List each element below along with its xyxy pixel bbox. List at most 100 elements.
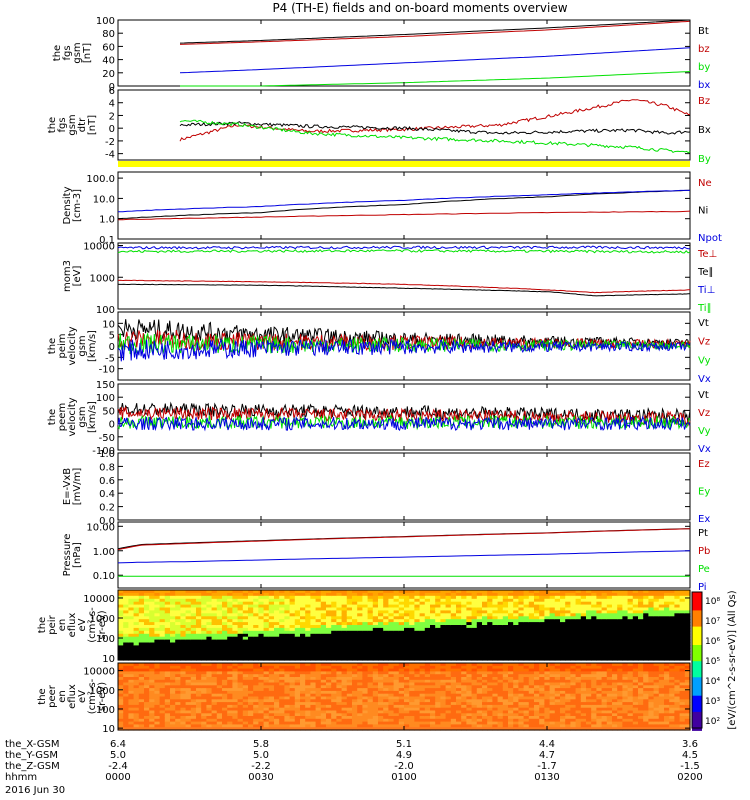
y-axis-label: [km/s]	[87, 330, 98, 362]
flag-bar	[118, 161, 690, 167]
y-tick-label: -100	[92, 446, 115, 457]
x-tick-value: 5.0	[253, 750, 269, 761]
panel-frame	[117, 521, 691, 589]
spectrogram-peir-spec	[118, 590, 691, 661]
series-line-fgs-0	[179, 19, 691, 44]
y-tick-label: 80	[102, 29, 115, 40]
series-line-fgs-2	[179, 47, 691, 74]
y-tick-label: 0.10	[93, 571, 115, 582]
x-row-label: hhmm	[5, 772, 37, 783]
y-axis-label: peir	[47, 614, 58, 634]
series-group	[117, 189, 691, 221]
series-group	[179, 19, 691, 87]
y-tick-label: 50	[102, 406, 115, 417]
colorbar-label: [eV/(cm^2-s-sr-eV)] (All Qs)	[727, 590, 738, 729]
y-tick-label: 0.6	[99, 476, 115, 487]
spectrogram-peer-spec	[118, 663, 691, 731]
colorbar	[691, 591, 703, 731]
y-axis-label: the	[37, 617, 48, 633]
x-tick-value: 0030	[248, 772, 273, 783]
y-axis-label: Density	[62, 186, 73, 224]
y-axis-label: en	[57, 690, 68, 703]
y-tick-label: 10	[102, 319, 115, 330]
y-tick-label: 100	[96, 16, 115, 27]
series-line-pressure-3	[117, 550, 691, 564]
y-tick-label: 1.00	[93, 547, 115, 558]
y-axis-label: en	[57, 619, 68, 632]
legend-peim-vel: Vt	[698, 318, 709, 329]
y-axis-label: [nPa]	[72, 542, 83, 568]
series-group	[117, 528, 691, 577]
panel-frame	[117, 171, 691, 240]
x-tick-value: 4.7	[539, 750, 555, 761]
x-tick-value: 4.4	[539, 739, 555, 750]
legend-peim-vel: Vx	[698, 374, 711, 385]
y-tick-label: 0	[109, 82, 115, 93]
y-tick-label: -10	[99, 365, 115, 376]
series-group	[117, 245, 691, 297]
x-tick-value: 0000	[105, 772, 130, 783]
y-axis-label: [cm-3]	[72, 189, 83, 222]
panel-pressure	[117, 521, 691, 589]
legend-peim-vel: Vz	[698, 337, 710, 348]
series-line-density-0	[117, 210, 691, 221]
series-line-density-1	[117, 189, 691, 220]
legend-temp: Te∥	[697, 267, 714, 278]
legend-temp: Ti⊥	[697, 285, 715, 296]
y-tick-label: 100	[96, 393, 115, 404]
y-axis-label: [mV/m]	[72, 468, 83, 506]
legend-density: Ni	[698, 206, 708, 217]
legend-temp: Te⊥	[697, 249, 717, 260]
y-axis-label: fgs	[62, 45, 73, 60]
y-tick-label: 0.2	[99, 503, 115, 514]
x-tick-value: -2.2	[251, 761, 271, 772]
y-tick-label: 6	[109, 86, 115, 97]
y-axis-label: [nT]	[87, 115, 98, 135]
y-tick-label: 40	[102, 56, 115, 67]
y-tick-label: -50	[99, 433, 115, 444]
legend-pressure: Pb	[698, 546, 710, 557]
y-axis-label: velocity	[67, 397, 78, 436]
series-line-temp-1	[117, 283, 690, 297]
y-tick-label: 100	[96, 634, 115, 645]
series-line-pressure-0	[117, 528, 691, 550]
y-tick-label: 0	[109, 124, 115, 135]
y-axis-label: the	[37, 688, 48, 704]
y-tick-label: 0	[109, 342, 115, 353]
series-line-peem-vel-3	[117, 415, 691, 432]
y-axis-label: (cm²-s-	[87, 678, 98, 714]
panel-temp	[117, 242, 691, 310]
y-tick-label: 10.00	[86, 522, 115, 533]
series-line-fgs-3	[180, 71, 691, 87]
y-tick-label: 10000	[83, 667, 115, 678]
series-line-fgs-1	[179, 20, 691, 45]
y-axis-label: sr-eV)	[97, 682, 108, 711]
x-tick-value: 5.1	[396, 739, 412, 750]
y-axis-label: gsm	[77, 335, 88, 356]
y-axis-label: E=-VxB	[62, 468, 73, 505]
y-axis-label: Pressure	[62, 534, 73, 577]
legend-peem-vel: Vt	[698, 390, 709, 401]
series-group	[179, 99, 691, 154]
y-axis-label: [km/s]	[87, 401, 98, 433]
y-tick-label: 4	[109, 99, 115, 110]
panel-fgs	[117, 19, 691, 87]
legend-fgs-dtr: Bz	[698, 96, 710, 107]
legend-fgs: by	[698, 62, 710, 73]
y-tick-label: 1000	[90, 686, 115, 697]
legend-efield: Ez	[698, 459, 710, 470]
y-tick-label: -4	[105, 150, 115, 161]
x-tick-value: 0200	[677, 772, 702, 783]
y-tick-label: 60	[102, 42, 115, 53]
legend-fgs-dtr: Bx	[698, 125, 711, 136]
y-axis-label: peer	[47, 684, 58, 708]
series-group	[117, 319, 691, 362]
x-tick-value: 4.9	[396, 750, 412, 761]
y-tick-label: 10000	[83, 242, 115, 253]
y-axis-label: the	[52, 45, 63, 61]
y-tick-label: 5	[109, 331, 115, 342]
panel-peer-spec	[117, 662, 691, 731]
y-tick-label: 100	[96, 705, 115, 716]
y-tick-label: 10	[102, 654, 115, 665]
